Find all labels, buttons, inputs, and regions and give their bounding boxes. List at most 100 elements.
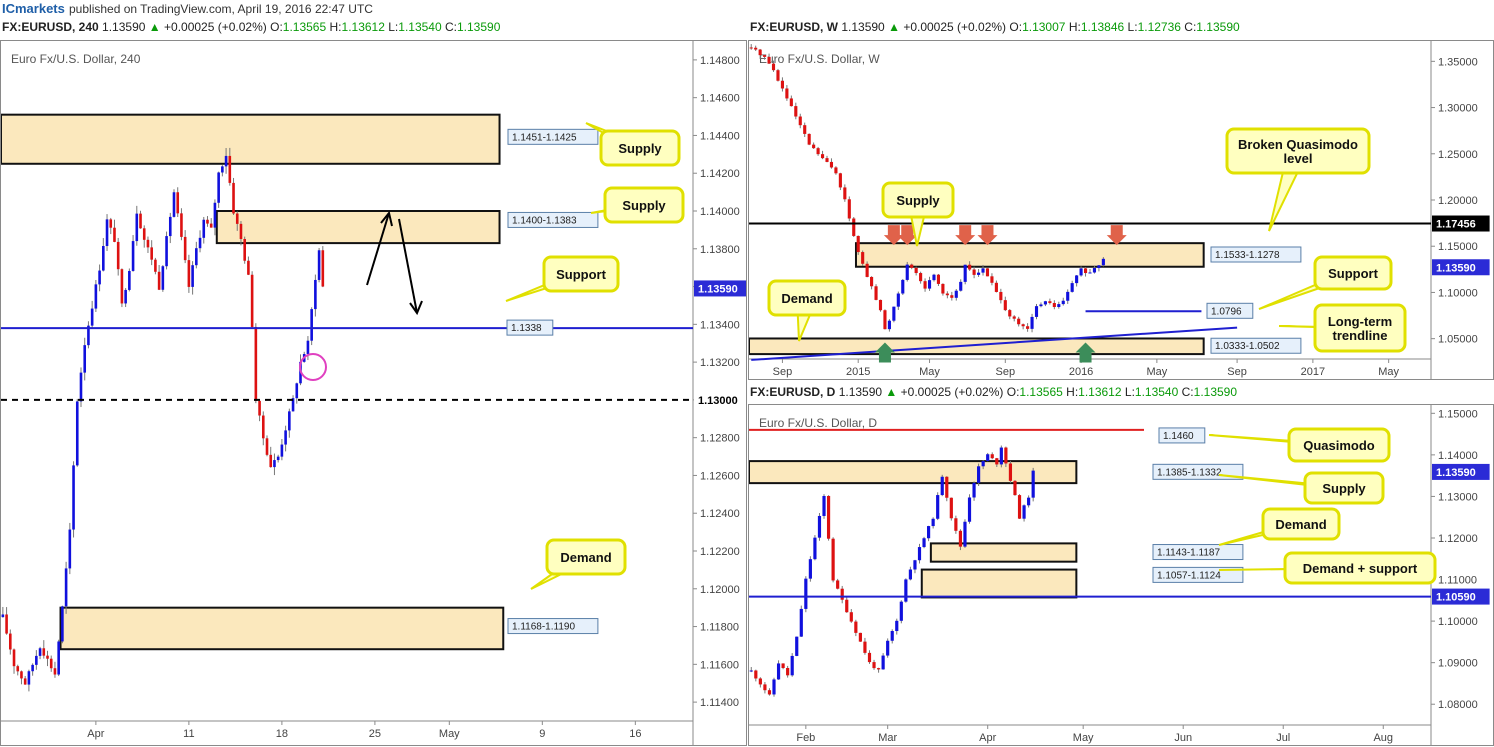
candle-body bbox=[790, 655, 794, 676]
y-tick-label: 1.25000 bbox=[1438, 149, 1478, 161]
candle-body bbox=[1017, 318, 1021, 325]
y-tick-label: 1.14000 bbox=[1438, 450, 1478, 462]
weekly-chart-panel[interactable]: Euro Fx/U.S. Dollar, W 1.35000 1.30000 1.25… bbox=[748, 40, 1494, 380]
callout-broken-qm-text: Broken Quasimodo bbox=[1238, 137, 1358, 152]
callout-broken-qm bbox=[1225, 127, 1371, 175]
candle-body bbox=[990, 276, 994, 283]
up-arrow-icon: ▲ bbox=[888, 20, 900, 34]
weekly-chart-svg[interactable]: Euro Fx/U.S. Dollar, W 1.35000 1.30000 1.25… bbox=[749, 41, 1494, 380]
candle-body bbox=[321, 250, 325, 287]
icmarkets-logo[interactable]: ICmarkets bbox=[2, 1, 65, 16]
candle-body bbox=[16, 666, 20, 672]
callout-support-text: Support bbox=[556, 267, 606, 282]
y-tick-label: 1.14000 bbox=[700, 206, 740, 218]
y-tick-label: 1.35000 bbox=[1438, 56, 1478, 68]
candle-body bbox=[936, 495, 940, 519]
candle-body bbox=[1022, 505, 1026, 519]
candle-body bbox=[865, 263, 869, 277]
callout-trendline bbox=[1313, 303, 1407, 353]
y-tick-label: 1.13400 bbox=[700, 319, 740, 331]
last-price-tag bbox=[1432, 259, 1490, 276]
candle-body bbox=[771, 63, 776, 71]
candle-body bbox=[878, 299, 883, 311]
candle-body bbox=[1070, 283, 1074, 292]
candle-body bbox=[863, 641, 867, 653]
x-tick-label: May bbox=[439, 728, 460, 740]
candle-body bbox=[5, 614, 8, 634]
level-1300-tag-text: 1.13000 bbox=[698, 395, 738, 407]
candle-body bbox=[261, 415, 265, 439]
candle-body bbox=[754, 47, 758, 50]
high-label: H: bbox=[1066, 385, 1079, 399]
candle-body bbox=[31, 664, 34, 672]
candle-body bbox=[23, 678, 27, 685]
zone-box bbox=[59, 606, 505, 651]
candle-body bbox=[895, 620, 899, 632]
x-tick-label: Mar bbox=[878, 732, 897, 744]
h4-chart-panel[interactable]: Euro Fx/U.S. Dollar, 240 1.14800 1.14600 1.… bbox=[0, 40, 747, 746]
close-label: C: bbox=[445, 20, 457, 34]
h4-close: 1.13590 bbox=[457, 20, 501, 34]
callout-quasimodo-text: Quasimodo bbox=[1303, 438, 1375, 453]
w-symbol: FX:EURUSD, W bbox=[750, 20, 838, 34]
candle-body bbox=[892, 306, 896, 321]
candle-body bbox=[35, 655, 38, 665]
candle-body bbox=[767, 690, 772, 695]
candle-body bbox=[1021, 324, 1025, 327]
candle-body bbox=[995, 458, 999, 465]
h4-chart-svg[interactable]: Euro Fx/U.S. Dollar, 240 1.14800 1.14600 1.… bbox=[1, 41, 747, 746]
candle-body bbox=[829, 161, 834, 168]
x-tick-label: 11 bbox=[183, 728, 194, 740]
candle-body bbox=[831, 538, 835, 581]
open-label: O: bbox=[1009, 20, 1023, 34]
candle-body bbox=[977, 466, 981, 483]
candle-body bbox=[967, 497, 972, 522]
x-tick-label: 25 bbox=[369, 728, 381, 740]
demand-marker-icon bbox=[1075, 342, 1096, 363]
candle-body bbox=[165, 236, 168, 267]
candle-body bbox=[990, 454, 994, 459]
candle-body bbox=[284, 430, 287, 445]
x-tick-label: May bbox=[1073, 732, 1094, 744]
y-tick-label: 1.13200 bbox=[700, 357, 740, 369]
candle-body bbox=[927, 526, 931, 539]
candle-body bbox=[61, 606, 64, 642]
candle-body bbox=[913, 560, 917, 570]
candle-body bbox=[786, 667, 790, 676]
y-tick-label: 1.12200 bbox=[700, 546, 740, 558]
d-header: FX:EURUSD, D 1.13590 ▲ +0.00025 (+0.02%)… bbox=[750, 385, 1237, 399]
candle-body bbox=[858, 632, 862, 642]
daily-chart-panel[interactable]: Euro Fx/U.S. Dollar, D 1.15000 1.14000 1.13… bbox=[748, 404, 1494, 746]
low-label: L: bbox=[1127, 20, 1138, 34]
candle-body bbox=[936, 274, 941, 284]
y-tick-label: 1.09000 bbox=[1438, 658, 1478, 670]
last-price-tag-text: 1.13590 bbox=[1436, 467, 1476, 479]
candle-body bbox=[908, 569, 912, 580]
x-tick-label: Aug bbox=[1373, 732, 1393, 744]
x-tick-label: May bbox=[919, 366, 940, 378]
candle-body bbox=[945, 476, 949, 498]
candle-body bbox=[977, 272, 981, 275]
x-tick-label: 16 bbox=[629, 728, 641, 740]
candle-body bbox=[922, 538, 926, 548]
candle-body bbox=[1092, 268, 1097, 273]
d-symbol: FX:EURUSD, D bbox=[750, 385, 836, 399]
close-label: C: bbox=[1184, 20, 1197, 34]
candle-body bbox=[1027, 497, 1031, 506]
candle-body bbox=[834, 167, 838, 174]
candle-body bbox=[1004, 447, 1008, 464]
candle-body bbox=[150, 247, 153, 260]
candle-body bbox=[840, 588, 844, 600]
daily-chart-svg[interactable]: Euro Fx/U.S. Dollar, D 1.15000 1.14000 1.13… bbox=[749, 405, 1494, 746]
candle-body bbox=[919, 273, 923, 282]
demand-zone-label bbox=[1210, 337, 1302, 354]
support-label-text: 1.0796 bbox=[1211, 306, 1242, 317]
low-label: L: bbox=[388, 20, 399, 34]
x-tick-label: Sep bbox=[773, 366, 793, 378]
x-tick-label: May bbox=[1146, 366, 1167, 378]
candle-body bbox=[812, 144, 816, 149]
candle-body bbox=[904, 579, 908, 602]
x-tick-label: May bbox=[1378, 366, 1399, 378]
high-label: H: bbox=[1068, 20, 1081, 34]
h4-symbol: FX:EURUSD, 240 bbox=[2, 20, 99, 34]
